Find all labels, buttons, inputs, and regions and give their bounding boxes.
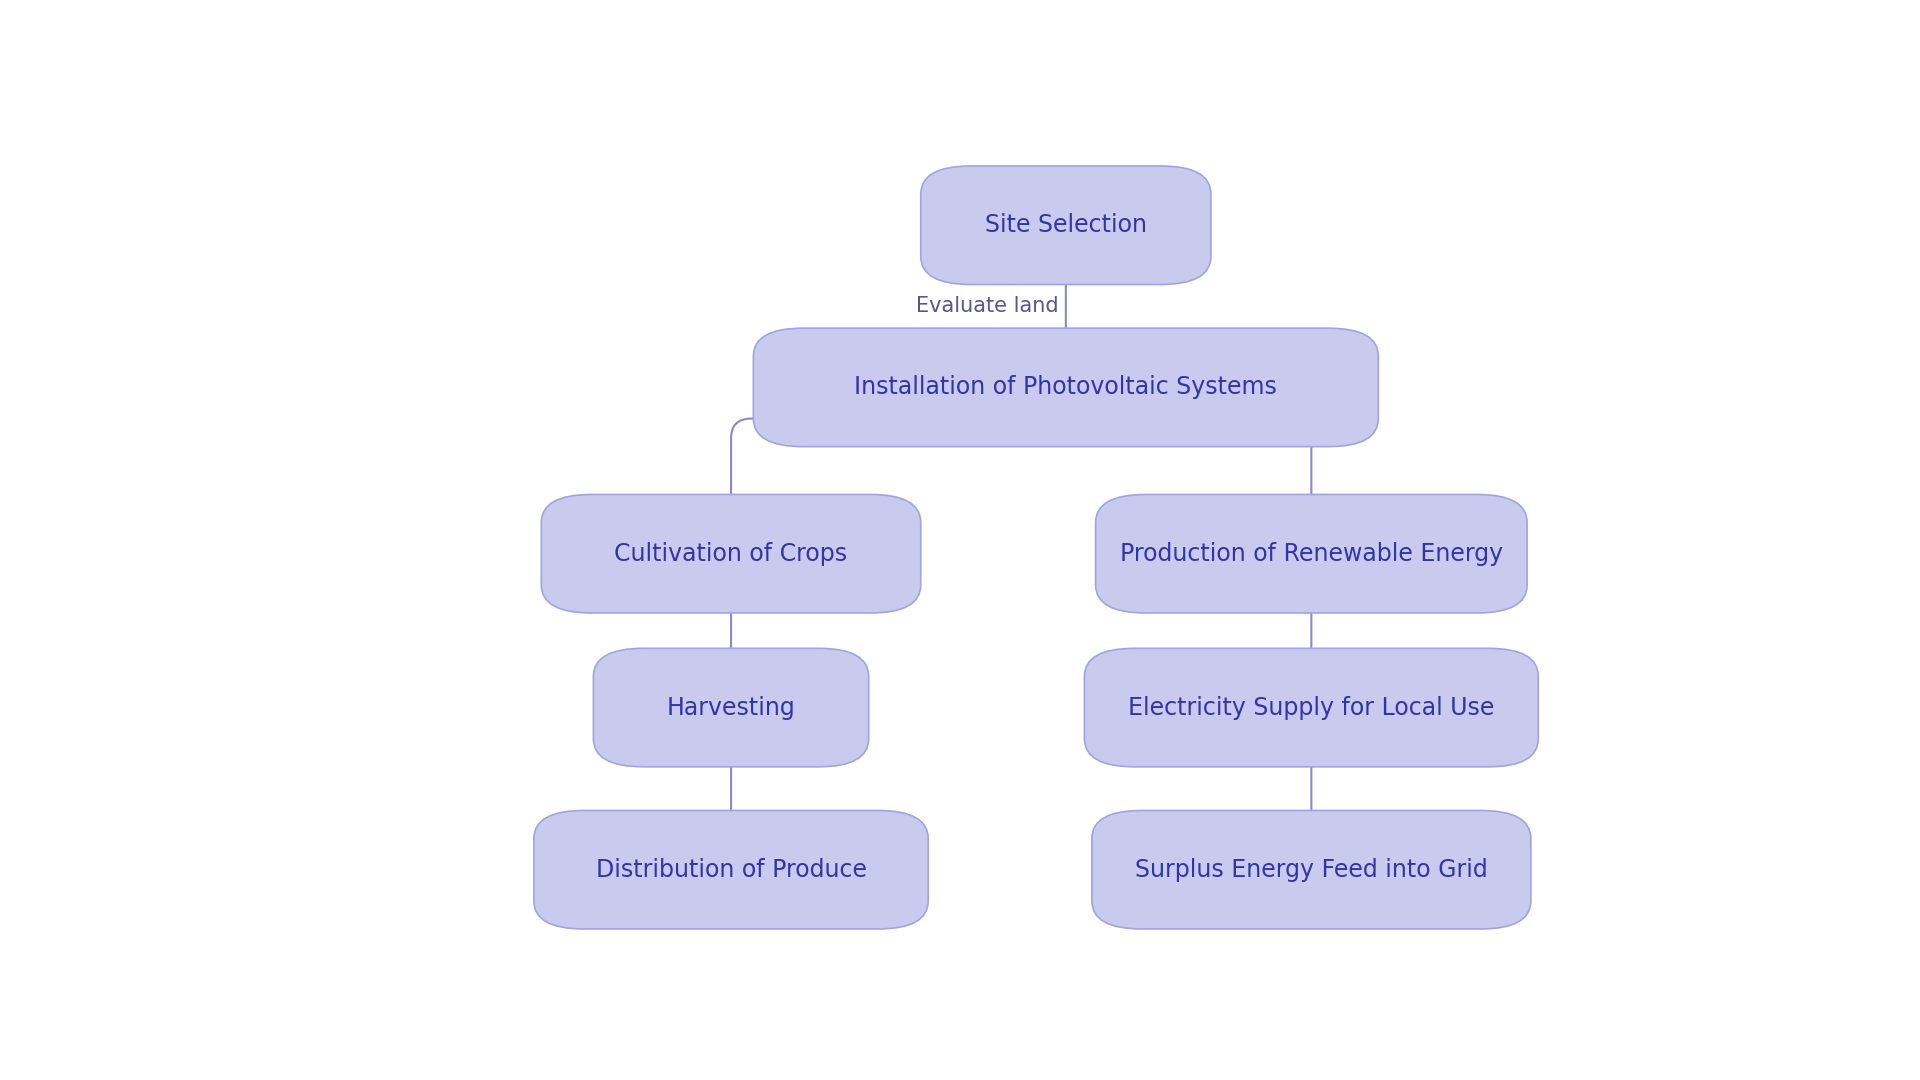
- FancyBboxPatch shape: [753, 328, 1379, 447]
- FancyBboxPatch shape: [534, 810, 927, 929]
- FancyBboxPatch shape: [1096, 495, 1526, 613]
- Text: Harvesting: Harvesting: [666, 696, 795, 719]
- Text: Evaluate land: Evaluate land: [916, 296, 1058, 316]
- FancyBboxPatch shape: [1092, 810, 1530, 929]
- Text: Cultivation of Crops: Cultivation of Crops: [614, 542, 847, 566]
- FancyBboxPatch shape: [922, 166, 1212, 284]
- Text: Distribution of Produce: Distribution of Produce: [595, 858, 866, 881]
- Text: Surplus Energy Feed into Grid: Surplus Energy Feed into Grid: [1135, 858, 1488, 881]
- FancyBboxPatch shape: [593, 648, 868, 767]
- Text: Installation of Photovoltaic Systems: Installation of Photovoltaic Systems: [854, 376, 1277, 400]
- FancyBboxPatch shape: [541, 495, 922, 613]
- Text: Site Selection: Site Selection: [985, 213, 1146, 238]
- FancyBboxPatch shape: [1085, 648, 1538, 767]
- Text: Electricity Supply for Local Use: Electricity Supply for Local Use: [1129, 696, 1494, 719]
- Text: Production of Renewable Energy: Production of Renewable Energy: [1119, 542, 1503, 566]
